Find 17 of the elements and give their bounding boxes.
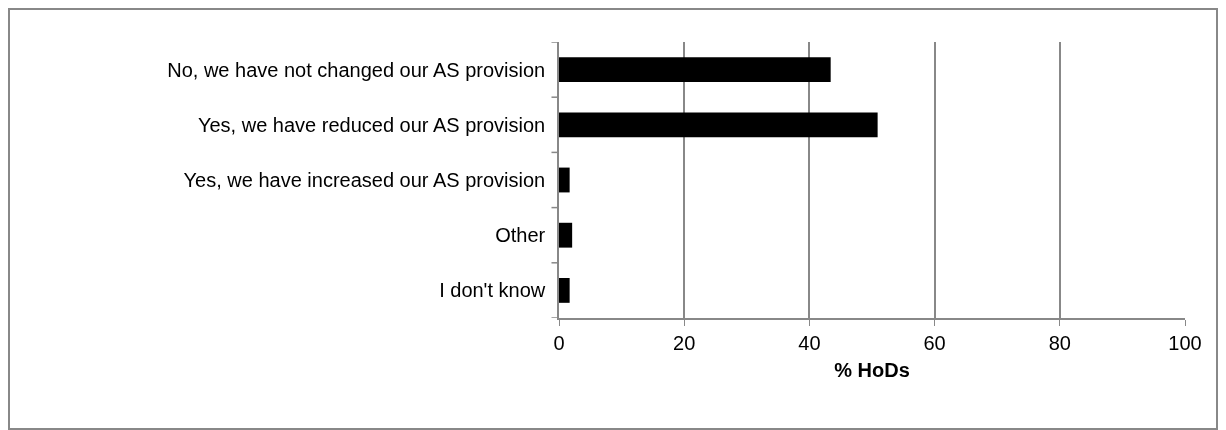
y-tick-label: Yes, we have reduced our AS provision [197, 113, 546, 136]
y-tick-label: Other [495, 224, 546, 247]
x-tick-label: 0 [553, 331, 565, 354]
x-tick-label: 100 [1168, 331, 1202, 354]
x-tick-label: 80 [1048, 331, 1071, 354]
x-tick-label: 60 [923, 331, 946, 354]
y-tick-label: I don't know [439, 279, 546, 302]
bar [559, 167, 570, 193]
x-axis-title: % HoDs [834, 358, 910, 381]
y-tick-label: No, we have not changed our AS provision [167, 58, 546, 81]
bar [559, 222, 573, 248]
y-tick-label: Yes, we have increased our AS provision [183, 169, 546, 191]
bar [559, 57, 831, 83]
x-tick-label: 40 [798, 331, 821, 354]
bar [559, 277, 570, 303]
x-tick-label: 20 [673, 331, 696, 354]
bar [559, 112, 878, 138]
